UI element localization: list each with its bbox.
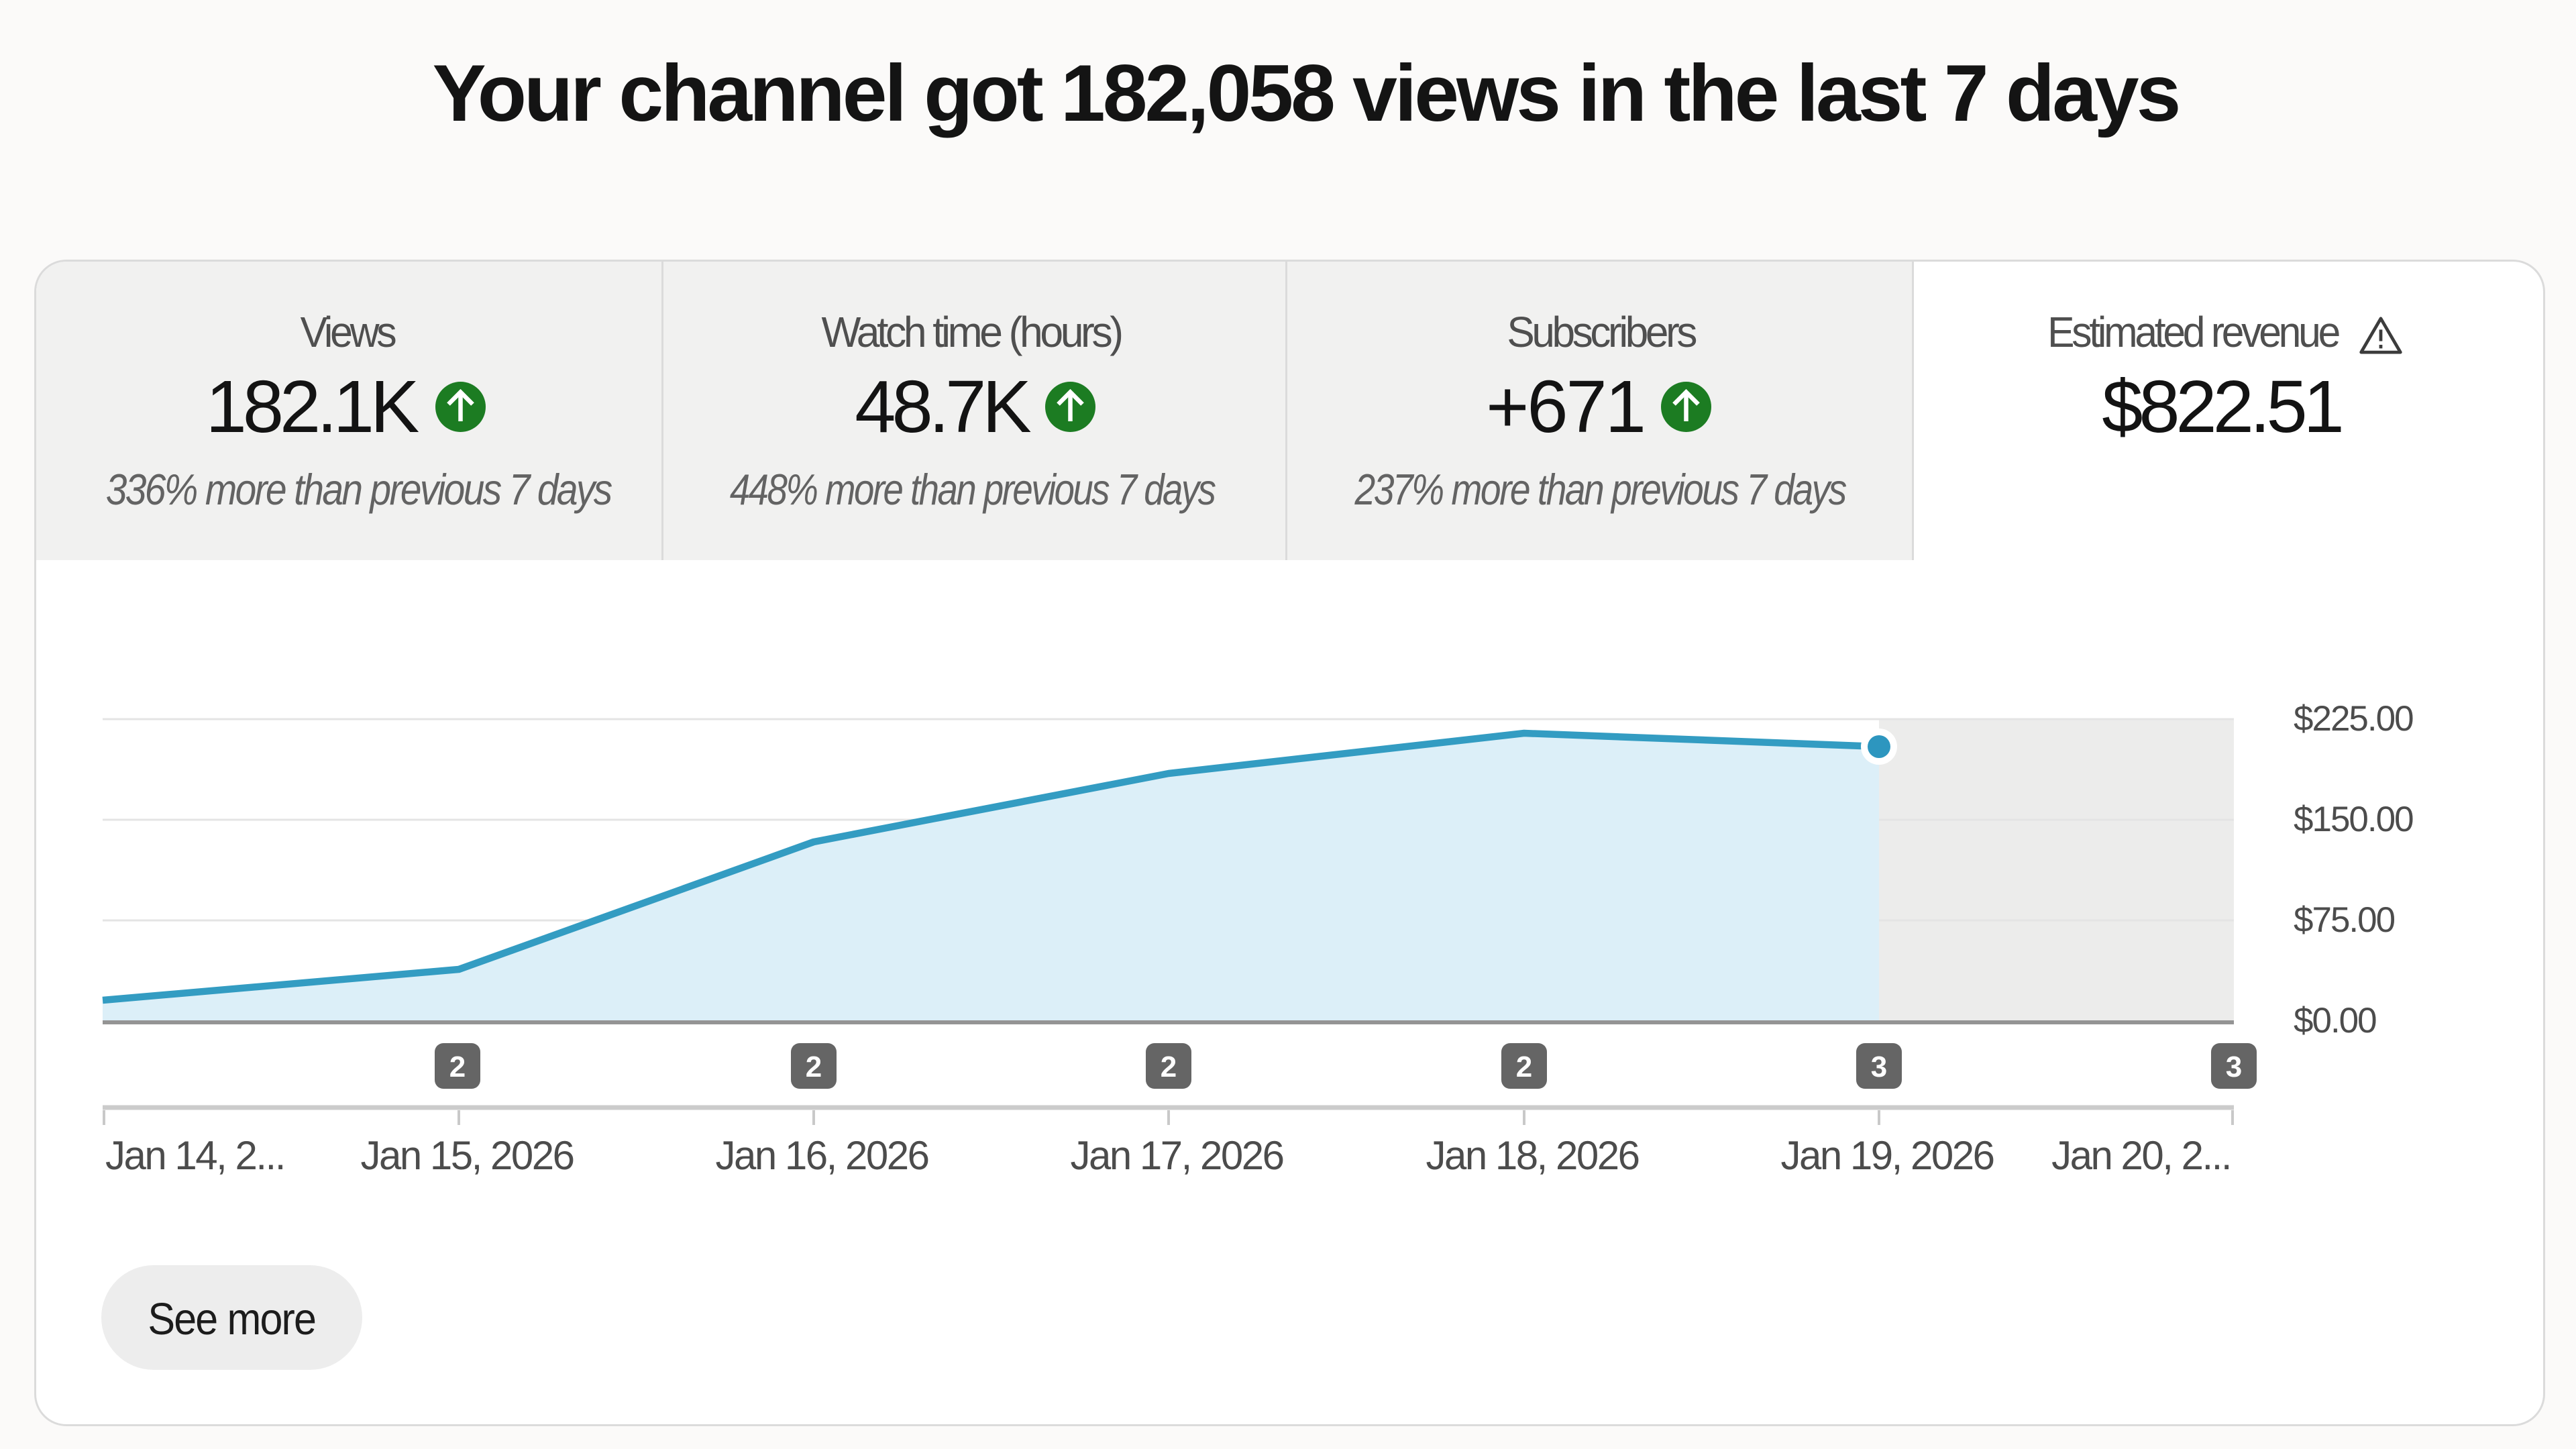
- svg-text:Jan 17, 2026: Jan 17, 2026: [1071, 1133, 1283, 1178]
- svg-text:$150.00: $150.00: [2294, 800, 2413, 839]
- svg-text:2: 2: [806, 1051, 822, 1083]
- svg-text:3: 3: [1871, 1051, 1887, 1083]
- svg-text:2: 2: [449, 1051, 466, 1083]
- svg-text:Jan 15, 2026: Jan 15, 2026: [361, 1133, 574, 1178]
- svg-text:3: 3: [2226, 1051, 2242, 1083]
- svg-text:$225.00: $225.00: [2294, 699, 2413, 739]
- svg-text:$75.00: $75.00: [2294, 900, 2395, 940]
- svg-text:Jan 19, 2026: Jan 19, 2026: [1781, 1133, 1994, 1178]
- svg-text:Jan 16, 2026: Jan 16, 2026: [716, 1133, 928, 1178]
- svg-text:$0.00: $0.00: [2294, 1001, 2376, 1040]
- svg-text:Jan 20, 2...: Jan 20, 2...: [2051, 1133, 2231, 1178]
- svg-text:2: 2: [1161, 1051, 1177, 1083]
- svg-text:2: 2: [1516, 1051, 1532, 1083]
- svg-text:Jan 18, 2026: Jan 18, 2026: [1426, 1133, 1639, 1178]
- svg-text:Jan 14, 2...: Jan 14, 2...: [105, 1133, 284, 1178]
